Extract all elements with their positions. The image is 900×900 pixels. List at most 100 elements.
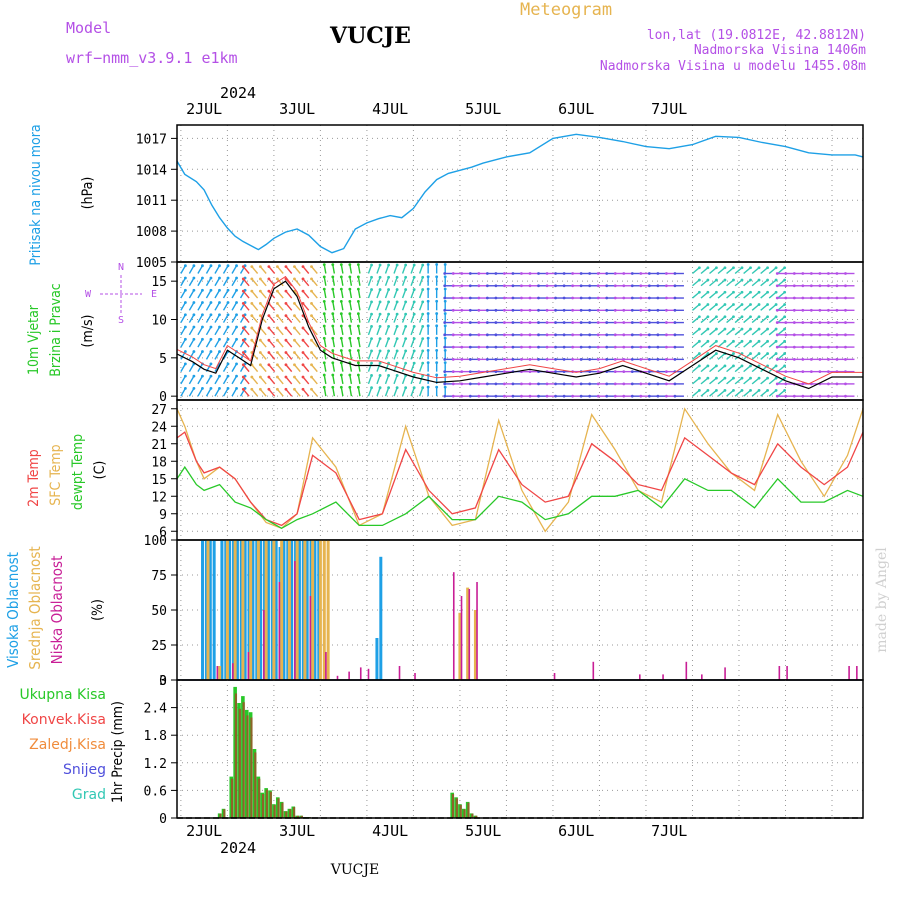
wind-arrow-head [562,333,566,337]
wind-arrow-head [485,272,489,275]
wind-arrow-head [226,288,230,292]
wind-arrow-head [218,288,221,292]
wind-arrow [302,266,310,274]
wind-arrow [734,328,743,336]
wind-arrow-head [276,375,279,379]
wind-arrow-head [784,382,788,386]
wind-arrow-head [697,376,701,380]
cloud-bar-mid_cloud [233,540,237,680]
cloud-bar-low_cloud [348,671,350,680]
wind-arrow-head [818,333,822,337]
wind-arrow-head [387,275,390,279]
wind-arrow-head [784,284,788,288]
cloud-bar-low_cloud [294,561,296,680]
wind-arrow [205,302,212,311]
wind-arrow-head [783,290,787,294]
wind-arrow [734,340,743,348]
wind-arrow [188,375,195,385]
wind-arrow-head [774,364,778,368]
wind-arrow-head [494,382,498,386]
wind-arrow-head [827,394,830,398]
wind-arrow-head [740,364,744,368]
wind-arrow-head [715,339,718,343]
wind-arrow-head [276,302,279,305]
wind-arrow-head [554,308,557,312]
wind-arrow [205,326,212,336]
wind-arrow-head [421,275,425,279]
wind-arrow-head [596,308,600,312]
wind-arrow [401,362,407,372]
wind-arrow-head [301,289,305,293]
wind-arrow [222,326,229,336]
wind-arrow-head [579,296,583,300]
wind-arrow-head [378,263,382,267]
wind-arrow [751,377,760,385]
wind-arrow [310,339,318,348]
wind-arrow-head [435,312,439,315]
wind-arrow-head [732,303,735,306]
wind-arrow-head [412,374,416,377]
wind-arrow [242,290,250,299]
wind-arrow-head [844,394,847,398]
wind-arrow [357,387,361,397]
wind-arrow [717,328,726,336]
cloud-bar-high_cloud [270,540,274,680]
wind-arrow [717,267,726,275]
wind-arrow-head [732,376,735,380]
wind-arrow-head [339,324,343,328]
wind-arrow-head [809,357,813,361]
wind-arrow-head [656,382,660,386]
wind-arrow [376,326,381,336]
wind-arrow-head [715,290,718,294]
wind-arrow-head [528,357,532,361]
wind-arrow [357,301,361,311]
wind-arrow [231,326,238,336]
wind-arrow-head [339,263,343,267]
wind-arrow-head [235,386,238,390]
wind-dir-south: S [118,315,124,326]
wind-arrow-head [749,352,752,355]
wind-arrow-head [443,348,447,352]
wind-arrow-head [468,296,472,300]
wind-arrow [726,353,734,360]
day-label-top: 4JUL [372,100,408,118]
wind-arrow-head [630,357,634,361]
wind-arrow [692,316,700,324]
wind-arrow [700,389,709,397]
cloud-bar-mid_cloud [280,540,284,680]
wind-arrow [197,289,204,299]
wind-arrow-head [192,337,196,341]
y-tick-label: 1014 [136,163,167,178]
cloud-bar-low_cloud [476,582,478,680]
wind-arrow [692,279,700,287]
wind-arrow [332,325,336,335]
wind-arrow [760,389,769,397]
wind-arrow-head [554,272,557,275]
cloud-bar-low_cloud [232,663,234,680]
wind-arrow-head [395,374,399,377]
y-tick-label: 1017 [136,132,167,147]
wind-arrow-head [435,336,439,340]
wind-arrow-head [537,321,540,324]
cloud-bar-low_cloud [553,673,556,680]
wind-arrow [180,338,186,348]
cloud-bar-low_cloud [247,652,250,680]
wind-arrow-head [258,314,262,318]
temp2m-ylabel: 2m Temp [26,449,42,507]
wind-arrow-head [235,276,238,280]
wind-arrow-head [443,382,447,386]
wind-arrow-head [613,296,617,300]
wind-arrow-head [209,374,213,378]
wind-arrow-head [322,336,326,340]
precip-bar-convective [242,702,245,818]
wind-arrow-head [348,275,352,279]
wind-arrow [214,338,221,348]
wind-arrow-head [757,364,761,368]
wind-arrow [285,376,293,385]
wind-arrow-head [378,361,382,365]
y-tick-label: 21 [151,438,167,453]
wind-arrow-head [749,339,752,343]
wind-arrow [242,388,250,397]
wind-arrow-head [209,362,213,366]
wind-arrow-head [485,321,489,324]
